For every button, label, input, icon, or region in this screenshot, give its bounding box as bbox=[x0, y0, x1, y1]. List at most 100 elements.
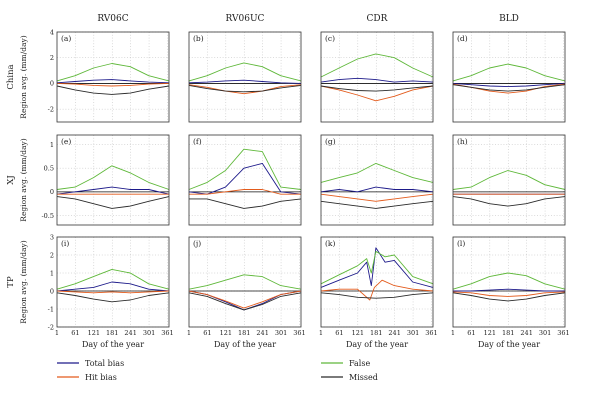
series-missed bbox=[56, 85, 170, 95]
legend-label: Missed bbox=[349, 373, 378, 382]
legend-label: Total bias bbox=[85, 359, 124, 368]
series-hit-bias bbox=[452, 83, 566, 94]
panel-d: (d) bbox=[452, 31, 566, 123]
series-total-bias bbox=[452, 82, 566, 88]
y-tick-label: 2 bbox=[50, 54, 54, 62]
y-tick-label: -2 bbox=[48, 323, 54, 331]
x-tick-label: 241 bbox=[388, 329, 400, 337]
panel-label: (k) bbox=[325, 239, 335, 248]
panels: (a) -2 0 2 4 (b) (c) (d) (e) -0.5 0 0.5 1 (f) (g) (h) (i… bbox=[41, 28, 569, 337]
x-tick-label: 361 bbox=[293, 329, 305, 337]
y-tick-label: 1 bbox=[50, 269, 54, 277]
panel-label: (b) bbox=[193, 34, 204, 43]
series-missed bbox=[320, 85, 434, 92]
row-title-china: China bbox=[6, 64, 16, 89]
y-tick-label: 4 bbox=[50, 28, 54, 36]
series-hit-bias bbox=[56, 82, 170, 87]
x-tick-label: 61 bbox=[335, 329, 343, 337]
legend-label: False bbox=[349, 359, 370, 368]
panel-f: (f) bbox=[188, 134, 302, 226]
legend-item-hit-bias: Hit bias bbox=[57, 373, 117, 382]
x-tick-label: 181 bbox=[370, 329, 382, 337]
y-axis-label: Region avg. (mm/day) bbox=[19, 35, 28, 118]
column-titles: RV06C RV06UC CDR BLD bbox=[97, 14, 519, 24]
x-tick-label: 121 bbox=[484, 329, 496, 337]
x-tick-label: 61 bbox=[71, 329, 79, 337]
y-tick-label: -2 bbox=[48, 105, 54, 113]
x-tick-label: 181 bbox=[238, 329, 250, 337]
series-false bbox=[56, 165, 170, 190]
y-axis-label: Region avg. (mm/day) bbox=[19, 138, 28, 221]
series-missed bbox=[452, 292, 566, 302]
y-tick-label: 1 bbox=[50, 141, 54, 149]
x-tick-label: 241 bbox=[520, 329, 532, 337]
series-total-bias bbox=[188, 79, 302, 84]
panel-j: (j) 1 61 121 181 241 301 361 bbox=[187, 236, 306, 337]
x-tick-label: 181 bbox=[502, 329, 514, 337]
series-false bbox=[452, 272, 566, 290]
series-missed bbox=[320, 200, 434, 209]
x-tick-label: 61 bbox=[203, 329, 211, 337]
panel-label: (c) bbox=[325, 34, 335, 43]
panel-frame bbox=[320, 236, 434, 328]
series-hit-bias bbox=[320, 193, 434, 202]
x-axis-label: Day of the year bbox=[82, 340, 144, 349]
series-missed bbox=[452, 196, 566, 207]
y-tick-label: -1 bbox=[48, 305, 54, 313]
panel-frame bbox=[452, 134, 566, 226]
x-tick-label: 1 bbox=[187, 329, 191, 337]
panel-b: (b) bbox=[188, 31, 302, 123]
x-tick-label: 241 bbox=[256, 329, 268, 337]
panel-k: (k) 1 61 121 181 241 301 361 bbox=[319, 236, 438, 337]
legend-item-missed: Missed bbox=[321, 373, 378, 382]
y-tick-label: 2 bbox=[50, 251, 54, 259]
column-title-bld: BLD bbox=[499, 14, 519, 24]
legend-item-false: False bbox=[321, 359, 370, 368]
series-false bbox=[188, 62, 302, 82]
series-total-bias bbox=[453, 288, 565, 292]
y-tick-label: 0 bbox=[50, 188, 54, 196]
panel-frame bbox=[56, 236, 170, 328]
legend-item-total-bias: Total bias bbox=[57, 359, 124, 368]
panel-i: (i) -2 -1 0 1 2 3 1 61 121 181 241 301 361 bbox=[48, 233, 174, 337]
series-missed bbox=[188, 292, 302, 311]
x-tick-label: 181 bbox=[106, 329, 118, 337]
series-hit-bias bbox=[188, 84, 302, 95]
y-tick-label: 0.5 bbox=[44, 164, 54, 172]
panel-label: (j) bbox=[193, 239, 201, 248]
series-false bbox=[320, 250, 434, 285]
x-axis-label: Day of the year bbox=[214, 340, 276, 349]
x-tick-label: 301 bbox=[143, 329, 155, 337]
series-hit-bias bbox=[56, 290, 170, 294]
series-total-bias bbox=[320, 247, 434, 288]
x-tick-label: 1 bbox=[55, 329, 59, 337]
series-missed bbox=[320, 292, 434, 299]
series-total-bias bbox=[320, 77, 434, 83]
x-tick-label: 241 bbox=[124, 329, 136, 337]
x-tick-label: 361 bbox=[161, 329, 173, 337]
series-false bbox=[56, 268, 170, 290]
series-missed bbox=[56, 292, 170, 303]
y-tick-label: 3 bbox=[50, 233, 54, 241]
x-tick-label: 361 bbox=[425, 329, 437, 337]
panel-frame bbox=[320, 31, 434, 123]
panel-label: (e) bbox=[61, 137, 71, 146]
x-tick-label: 1 bbox=[451, 329, 455, 337]
x-tick-label: 361 bbox=[557, 329, 569, 337]
x-tick-label: 121 bbox=[88, 329, 100, 337]
series-false bbox=[188, 274, 302, 290]
series-total-bias bbox=[56, 79, 170, 84]
x-axis-labels: Day of the year Day of the year Day of the… bbox=[82, 340, 540, 349]
panel-frame bbox=[56, 134, 170, 226]
series-missed bbox=[189, 198, 302, 209]
panel-frame bbox=[452, 31, 566, 123]
series-false bbox=[188, 148, 302, 190]
series-false bbox=[320, 53, 434, 78]
series-hit-bias bbox=[320, 85, 434, 102]
x-tick-label: 301 bbox=[407, 329, 419, 337]
row-title-xj: XJ bbox=[6, 175, 16, 185]
series-total-bias bbox=[56, 186, 170, 195]
legend-label: Hit bias bbox=[85, 373, 117, 382]
x-axis-label: Day of the year bbox=[346, 340, 408, 349]
